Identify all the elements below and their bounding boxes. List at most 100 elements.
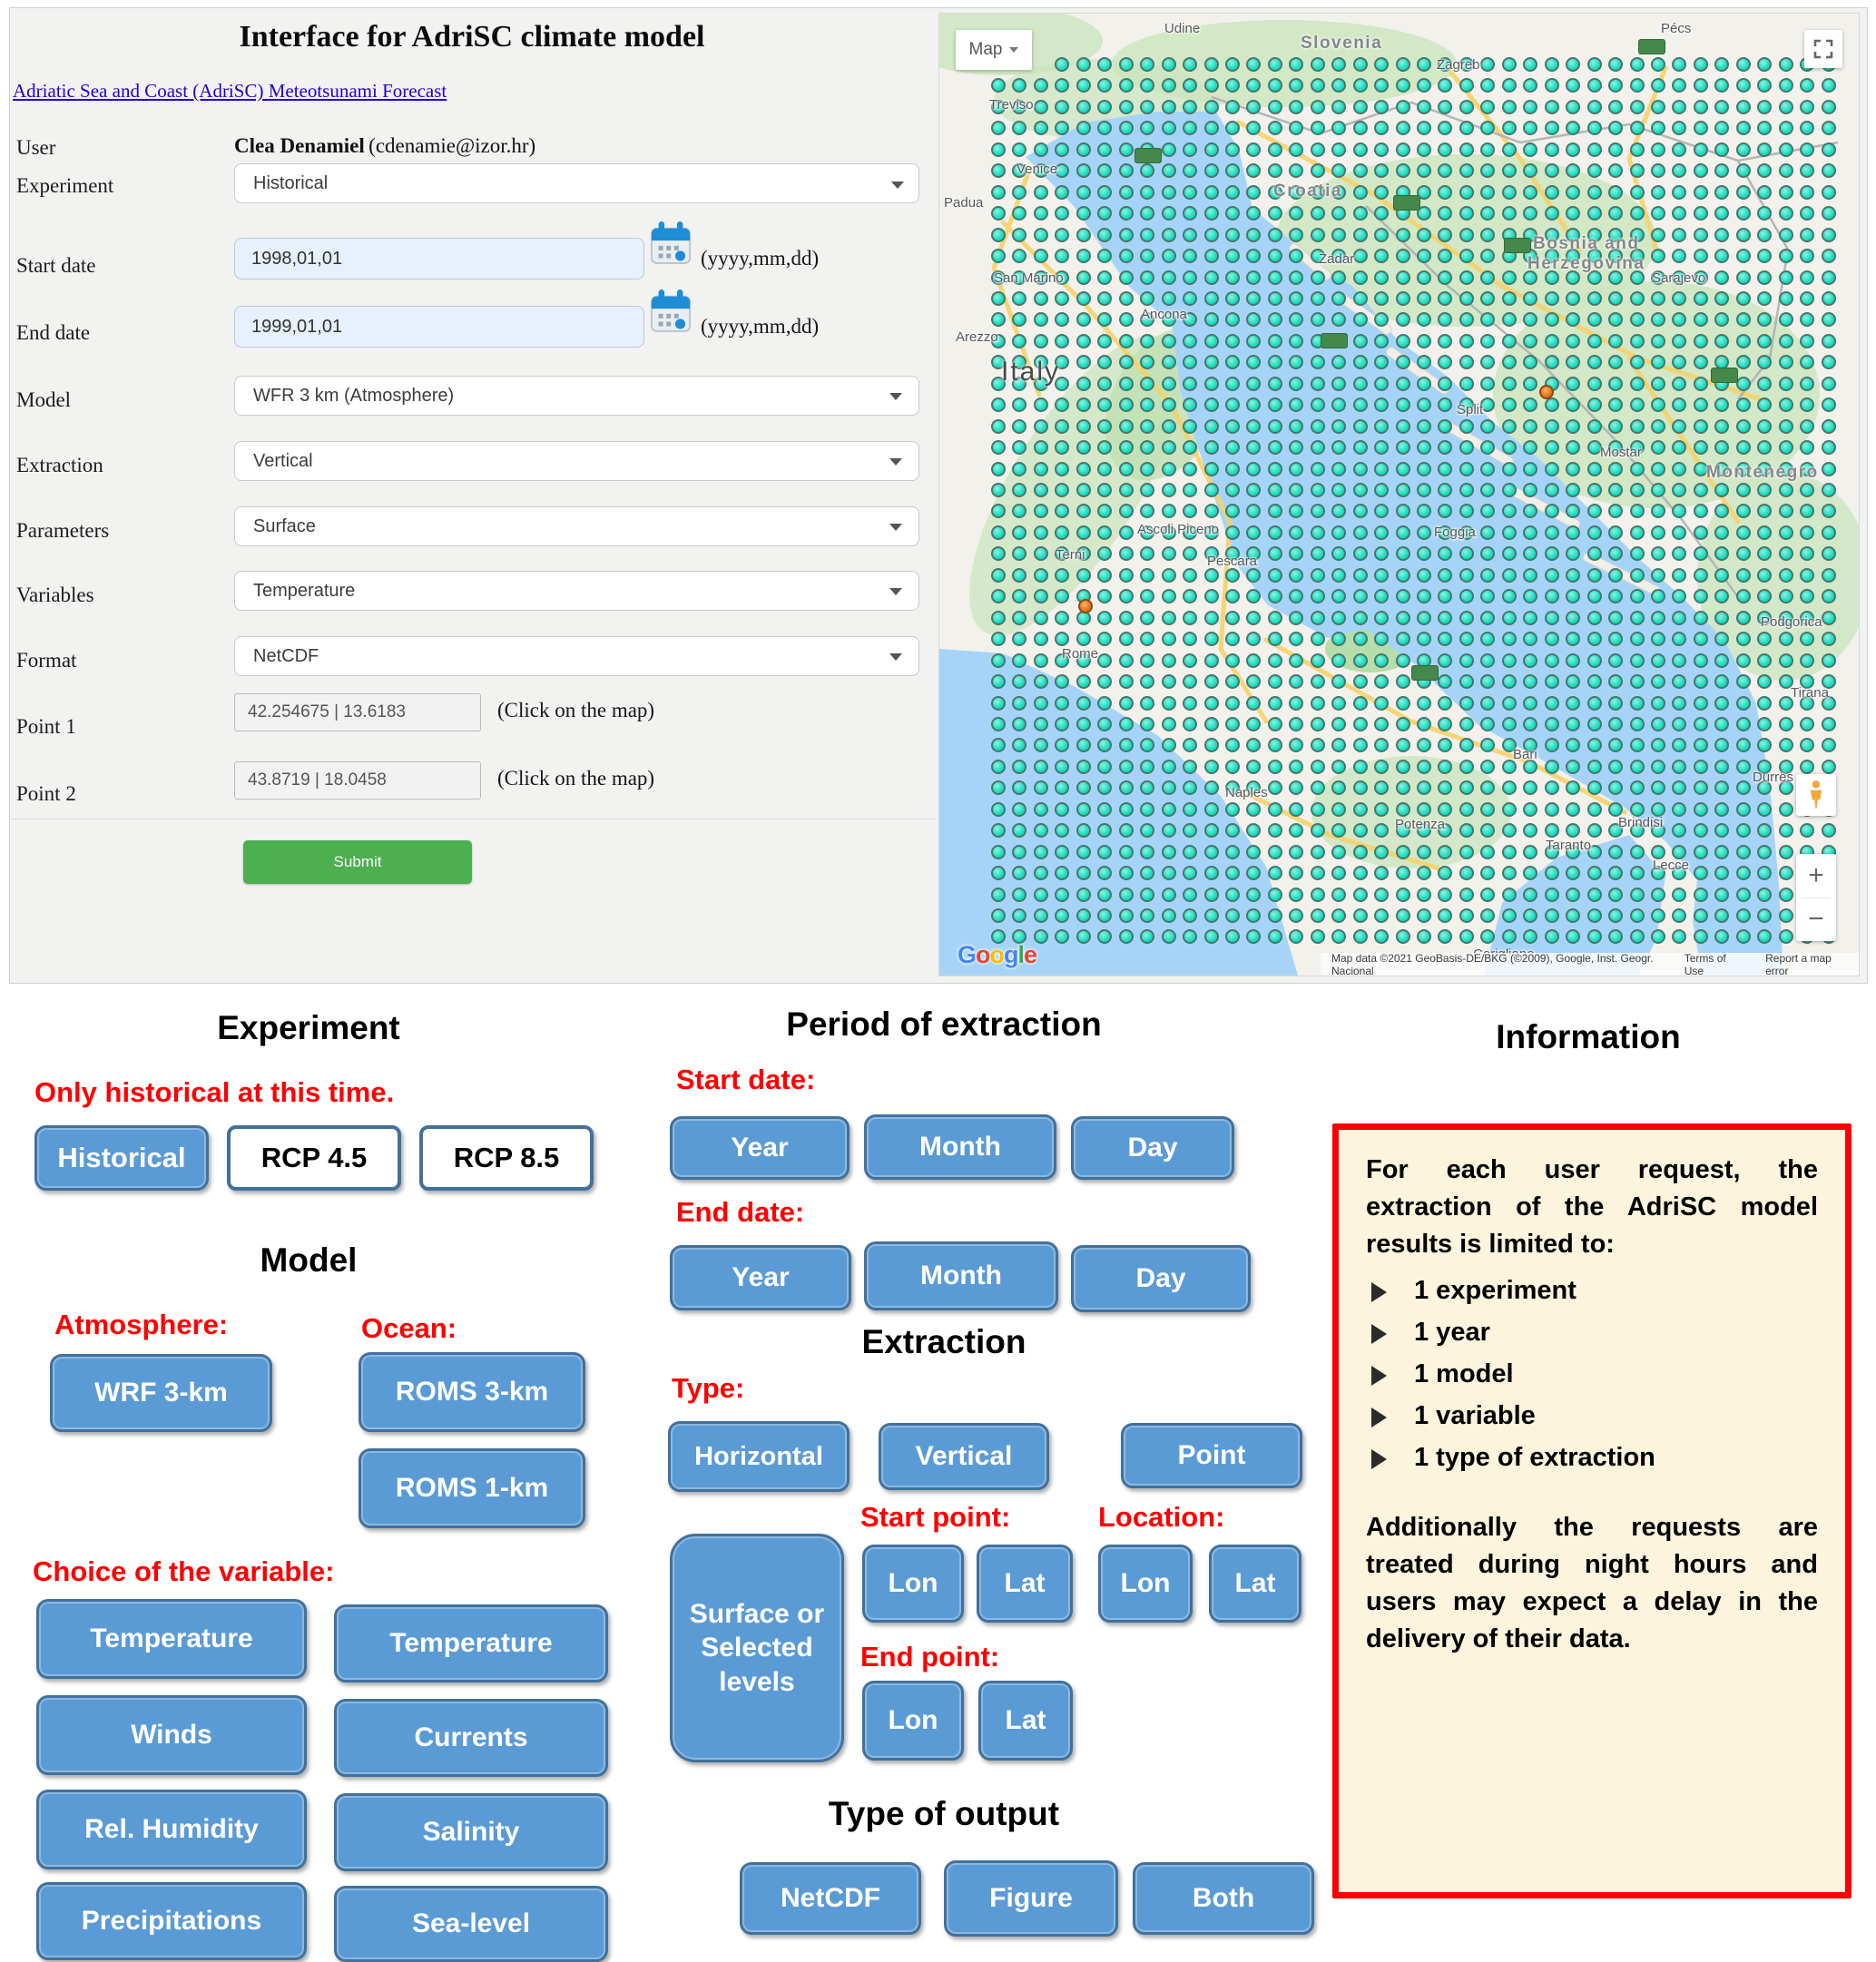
start-point-lon-button[interactable]: Lon <box>862 1545 964 1623</box>
grid-point[interactable] <box>1076 567 1091 583</box>
grid-point[interactable] <box>1203 163 1219 179</box>
grid-point[interactable] <box>1480 759 1496 774</box>
grid-point[interactable] <box>1650 290 1665 306</box>
grid-point[interactable] <box>1055 674 1070 690</box>
grid-point[interactable] <box>1501 78 1517 93</box>
grid-point[interactable] <box>1586 887 1602 902</box>
grid-point[interactable] <box>1417 632 1431 647</box>
grid-point[interactable] <box>1203 376 1219 391</box>
variables-select[interactable]: Temperature <box>234 571 919 611</box>
grid-point[interactable] <box>1650 674 1665 690</box>
grid-point[interactable] <box>1097 589 1113 604</box>
grid-point[interactable] <box>1501 483 1517 497</box>
grid-point[interactable] <box>1821 716 1836 731</box>
grid-point[interactable] <box>1289 567 1304 583</box>
grid-point[interactable] <box>1352 780 1368 796</box>
grid-point[interactable] <box>1140 270 1155 285</box>
grid-point[interactable] <box>1055 290 1070 306</box>
grid-point[interactable] <box>1735 290 1751 306</box>
grid-point[interactable] <box>1757 823 1773 839</box>
grid-point[interactable] <box>1566 504 1581 519</box>
grid-point[interactable] <box>1033 610 1048 625</box>
grid-point[interactable] <box>1693 227 1708 242</box>
grid-point[interactable] <box>1629 461 1645 476</box>
grid-point[interactable] <box>1246 440 1262 456</box>
grid-point[interactable] <box>1161 376 1176 391</box>
grid-point[interactable] <box>1650 418 1665 434</box>
grid-point[interactable] <box>1501 376 1517 391</box>
grid-point[interactable] <box>1566 270 1581 285</box>
grid-point[interactable] <box>1097 376 1113 391</box>
grid-point[interactable] <box>1140 121 1155 136</box>
grid-point[interactable] <box>1267 759 1282 774</box>
grid-point[interactable] <box>1118 504 1134 519</box>
grid-point[interactable] <box>1076 121 1091 136</box>
grid-point[interactable] <box>1289 142 1304 157</box>
grid-point[interactable] <box>1310 759 1325 774</box>
grid-point[interactable] <box>1501 121 1517 136</box>
grid-point[interactable] <box>1735 333 1751 348</box>
grid-point[interactable] <box>991 461 1006 476</box>
grid-point[interactable] <box>1055 142 1070 157</box>
variable-rel-humidity-button[interactable]: Rel. Humidity <box>36 1790 307 1869</box>
grid-point[interactable] <box>1629 376 1645 391</box>
grid-point[interactable] <box>1012 759 1027 774</box>
grid-point[interactable] <box>1076 546 1091 562</box>
grid-point[interactable] <box>1033 504 1048 519</box>
grid-point[interactable] <box>1714 823 1730 839</box>
grid-point[interactable] <box>1246 355 1262 370</box>
grid-point[interactable] <box>1140 333 1155 348</box>
grid-point[interactable] <box>1033 121 1048 136</box>
grid-point[interactable] <box>1438 333 1453 348</box>
grid-point[interactable] <box>1800 270 1815 285</box>
grid-point[interactable] <box>1246 610 1262 625</box>
grid-point[interactable] <box>1012 738 1027 753</box>
grid-point[interactable] <box>1289 483 1304 497</box>
grid-point[interactable] <box>1374 759 1390 774</box>
grid-point[interactable] <box>1374 249 1390 264</box>
grid-point[interactable] <box>1800 567 1815 583</box>
grid-point[interactable] <box>1480 142 1496 157</box>
grid-point[interactable] <box>1629 483 1645 497</box>
grid-point[interactable] <box>1438 206 1453 221</box>
grid-point[interactable] <box>1693 376 1708 391</box>
grid-point[interactable] <box>1459 461 1474 476</box>
grid-point[interactable] <box>1161 121 1176 136</box>
grid-point[interactable] <box>1352 716 1368 731</box>
grid-point[interactable] <box>1267 227 1282 242</box>
grid-point[interactable] <box>1055 227 1070 242</box>
grid-point[interactable] <box>1821 567 1836 583</box>
grid-point[interactable] <box>1586 270 1602 285</box>
grid-point[interactable] <box>1459 355 1474 370</box>
grid-point[interactable] <box>1352 142 1368 157</box>
grid-point[interactable] <box>1714 695 1730 711</box>
grid-point[interactable] <box>1076 483 1091 497</box>
grid-point[interactable] <box>1629 589 1645 604</box>
grid-point[interactable] <box>1417 270 1431 285</box>
grid-point[interactable] <box>1374 844 1390 859</box>
grid-point[interactable] <box>1523 759 1538 774</box>
grid-point[interactable] <box>1800 163 1815 179</box>
grid-point[interactable] <box>1821 99 1836 114</box>
grid-point[interactable] <box>1203 759 1219 774</box>
grid-point[interactable] <box>1480 121 1496 136</box>
grid-point[interactable] <box>1012 418 1027 434</box>
grid-point[interactable] <box>1118 887 1134 902</box>
grid-point[interactable] <box>1417 418 1431 434</box>
grid-point[interactable] <box>1203 908 1219 923</box>
grid-point[interactable] <box>1821 206 1836 221</box>
grid-point[interactable] <box>1778 461 1793 476</box>
grid-point[interactable] <box>1757 270 1773 285</box>
grid-point[interactable] <box>1650 227 1665 242</box>
grid-point[interactable] <box>1459 99 1474 114</box>
grid-point[interactable] <box>1650 206 1665 221</box>
grid-point[interactable] <box>1523 121 1538 136</box>
grid-point[interactable] <box>1629 674 1645 690</box>
point1-input[interactable]: 42.254675 | 13.6183 <box>234 693 481 731</box>
street-view-pegman[interactable] <box>1796 774 1836 816</box>
grid-point[interactable] <box>1267 695 1282 711</box>
grid-point[interactable] <box>1140 525 1155 540</box>
grid-point[interactable] <box>1183 184 1198 200</box>
google-logo[interactable]: Google <box>958 941 1037 968</box>
grid-point[interactable] <box>1672 121 1687 136</box>
